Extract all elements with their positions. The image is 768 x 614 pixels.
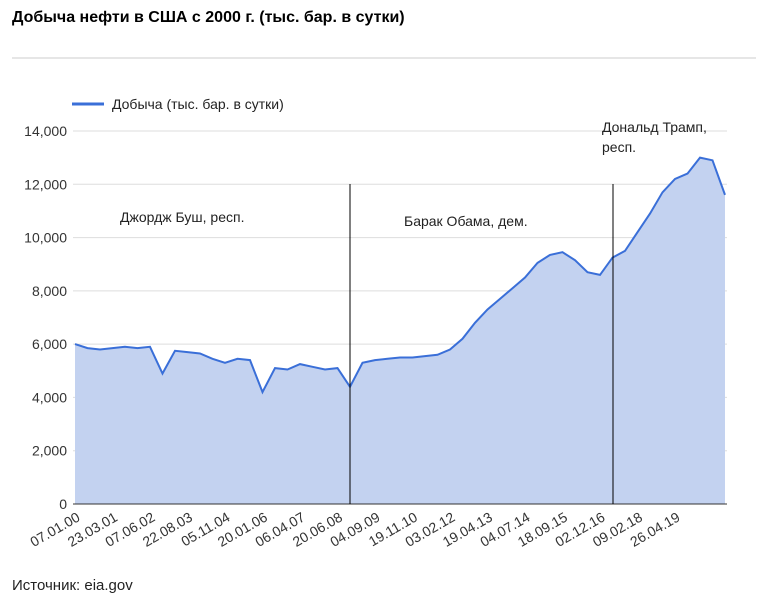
source: Источник: eia.gov [12, 577, 133, 594]
y-tick-label: 12,000 [24, 176, 67, 192]
annotation: Джордж Буш, респ. [120, 209, 244, 225]
annotation: респ. [602, 139, 636, 155]
area [75, 157, 725, 504]
y-tick-label: 14,000 [24, 123, 67, 139]
annotation: Дональд Трамп, [602, 119, 707, 135]
y-tick-label: 0 [59, 496, 67, 512]
y-tick-label: 6,000 [32, 336, 67, 352]
y-tick-label: 4,000 [32, 389, 67, 405]
chart-title: Добыча нефти в США с 2000 г. (тыс. бар. … [12, 9, 405, 26]
line [74, 156, 726, 395]
y-tick-label: 10,000 [24, 230, 67, 246]
annotation: Барак Обама, дем. [404, 213, 528, 229]
y-tick-label: 2,000 [32, 443, 67, 459]
y-tick-label: 8,000 [32, 283, 67, 299]
legend-label: Добыча (тыс. бар. в сутки) [112, 96, 284, 112]
